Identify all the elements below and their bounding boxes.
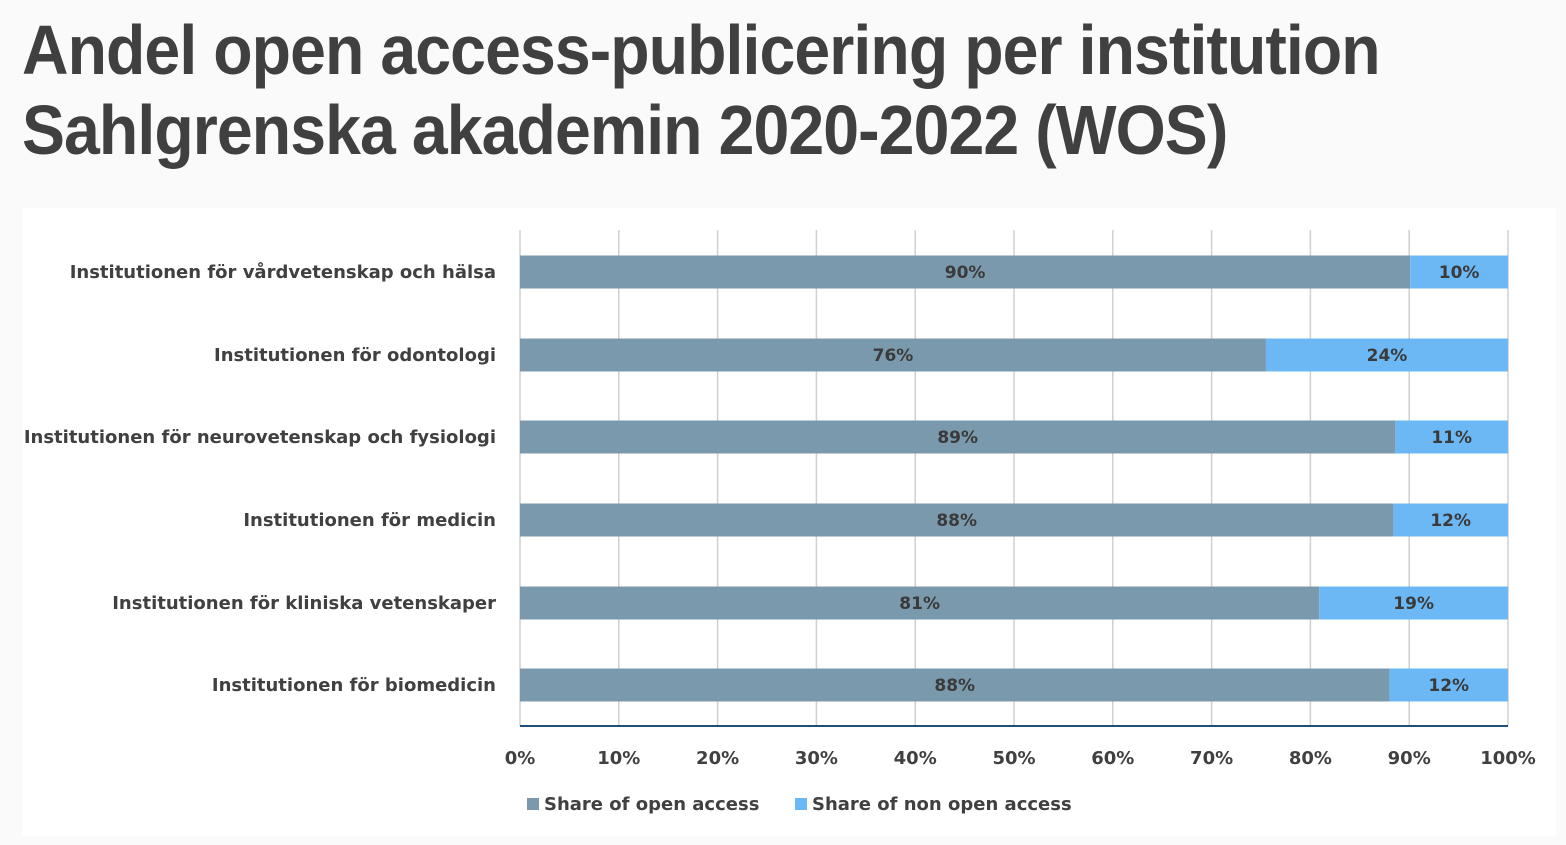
data-label-non-open-access: 10% (1439, 263, 1480, 283)
x-tick-label: 90% (1388, 748, 1431, 769)
bar-non-open-access (1319, 586, 1508, 620)
legend-label-open-access: Share of open access (544, 794, 759, 815)
x-tick-label: 60% (1091, 748, 1134, 769)
legend-swatch-open-access (527, 798, 539, 810)
data-label-open-access: 89% (937, 428, 978, 448)
data-label-non-open-access: 11% (1431, 428, 1472, 448)
bar-open-access (520, 503, 1394, 537)
chart-title: Andel open access-publicering per instit… (22, 10, 1498, 170)
bar-non-open-access (1410, 255, 1508, 289)
x-tick-label: 20% (696, 748, 739, 769)
category-label: Institutionen för biomedicin (212, 675, 496, 696)
bar-non-open-access (1265, 338, 1508, 372)
x-tick-label: 100% (1480, 748, 1536, 769)
data-label-open-access: 88% (936, 511, 977, 531)
data-label-non-open-access: 12% (1430, 511, 1471, 531)
legend-swatch-non-open-access (795, 798, 807, 810)
data-label-non-open-access: 12% (1428, 676, 1469, 696)
bar-open-access (520, 420, 1396, 454)
data-label-non-open-access: 24% (1367, 346, 1408, 366)
bar-open-access (520, 668, 1390, 702)
x-tick-label: 30% (795, 748, 838, 769)
chart-panel: 90% 10% Institutionen för vårdvetenskap oc… (22, 208, 1556, 836)
data-label-open-access: 88% (934, 676, 975, 696)
bar-chart: 90% 10% Institutionen för vårdvetenskap oc… (24, 230, 1536, 815)
category-label: Institutionen för vårdvetenskap och häls… (70, 261, 496, 283)
bar-non-open-access (1393, 503, 1508, 537)
category-label: Institutionen för odontologi (214, 345, 496, 366)
data-label-non-open-access: 19% (1393, 594, 1434, 614)
chart-title-line-1: Andel open access-publicering per instit… (22, 11, 1381, 89)
bar-open-access (520, 586, 1320, 620)
x-tick-label: 10% (597, 748, 640, 769)
category-label: Institutionen för neurovetenskap och fys… (24, 427, 496, 448)
x-tick-label: 40% (894, 748, 937, 769)
x-tick-label: 50% (992, 748, 1035, 769)
x-tick-label: 70% (1190, 748, 1233, 769)
category-label: Institutionen för medicin (243, 510, 496, 531)
bar-non-open-access (1389, 668, 1508, 702)
bar-open-access (520, 255, 1411, 289)
x-tick-label: 80% (1289, 748, 1332, 769)
bar-open-access (520, 338, 1266, 372)
data-label-open-access: 76% (873, 346, 914, 366)
x-tick-label: 0% (505, 748, 536, 769)
data-label-open-access: 81% (899, 594, 940, 614)
data-label-open-access: 90% (945, 263, 986, 283)
category-label: Institutionen för kliniska vetenskaper (112, 593, 496, 614)
chart-title-line-2: Sahlgrenska akademin 2020-2022 (WOS) (22, 91, 1228, 169)
bar-non-open-access (1395, 420, 1508, 454)
legend-label-non-open-access: Share of non open access (812, 794, 1072, 815)
